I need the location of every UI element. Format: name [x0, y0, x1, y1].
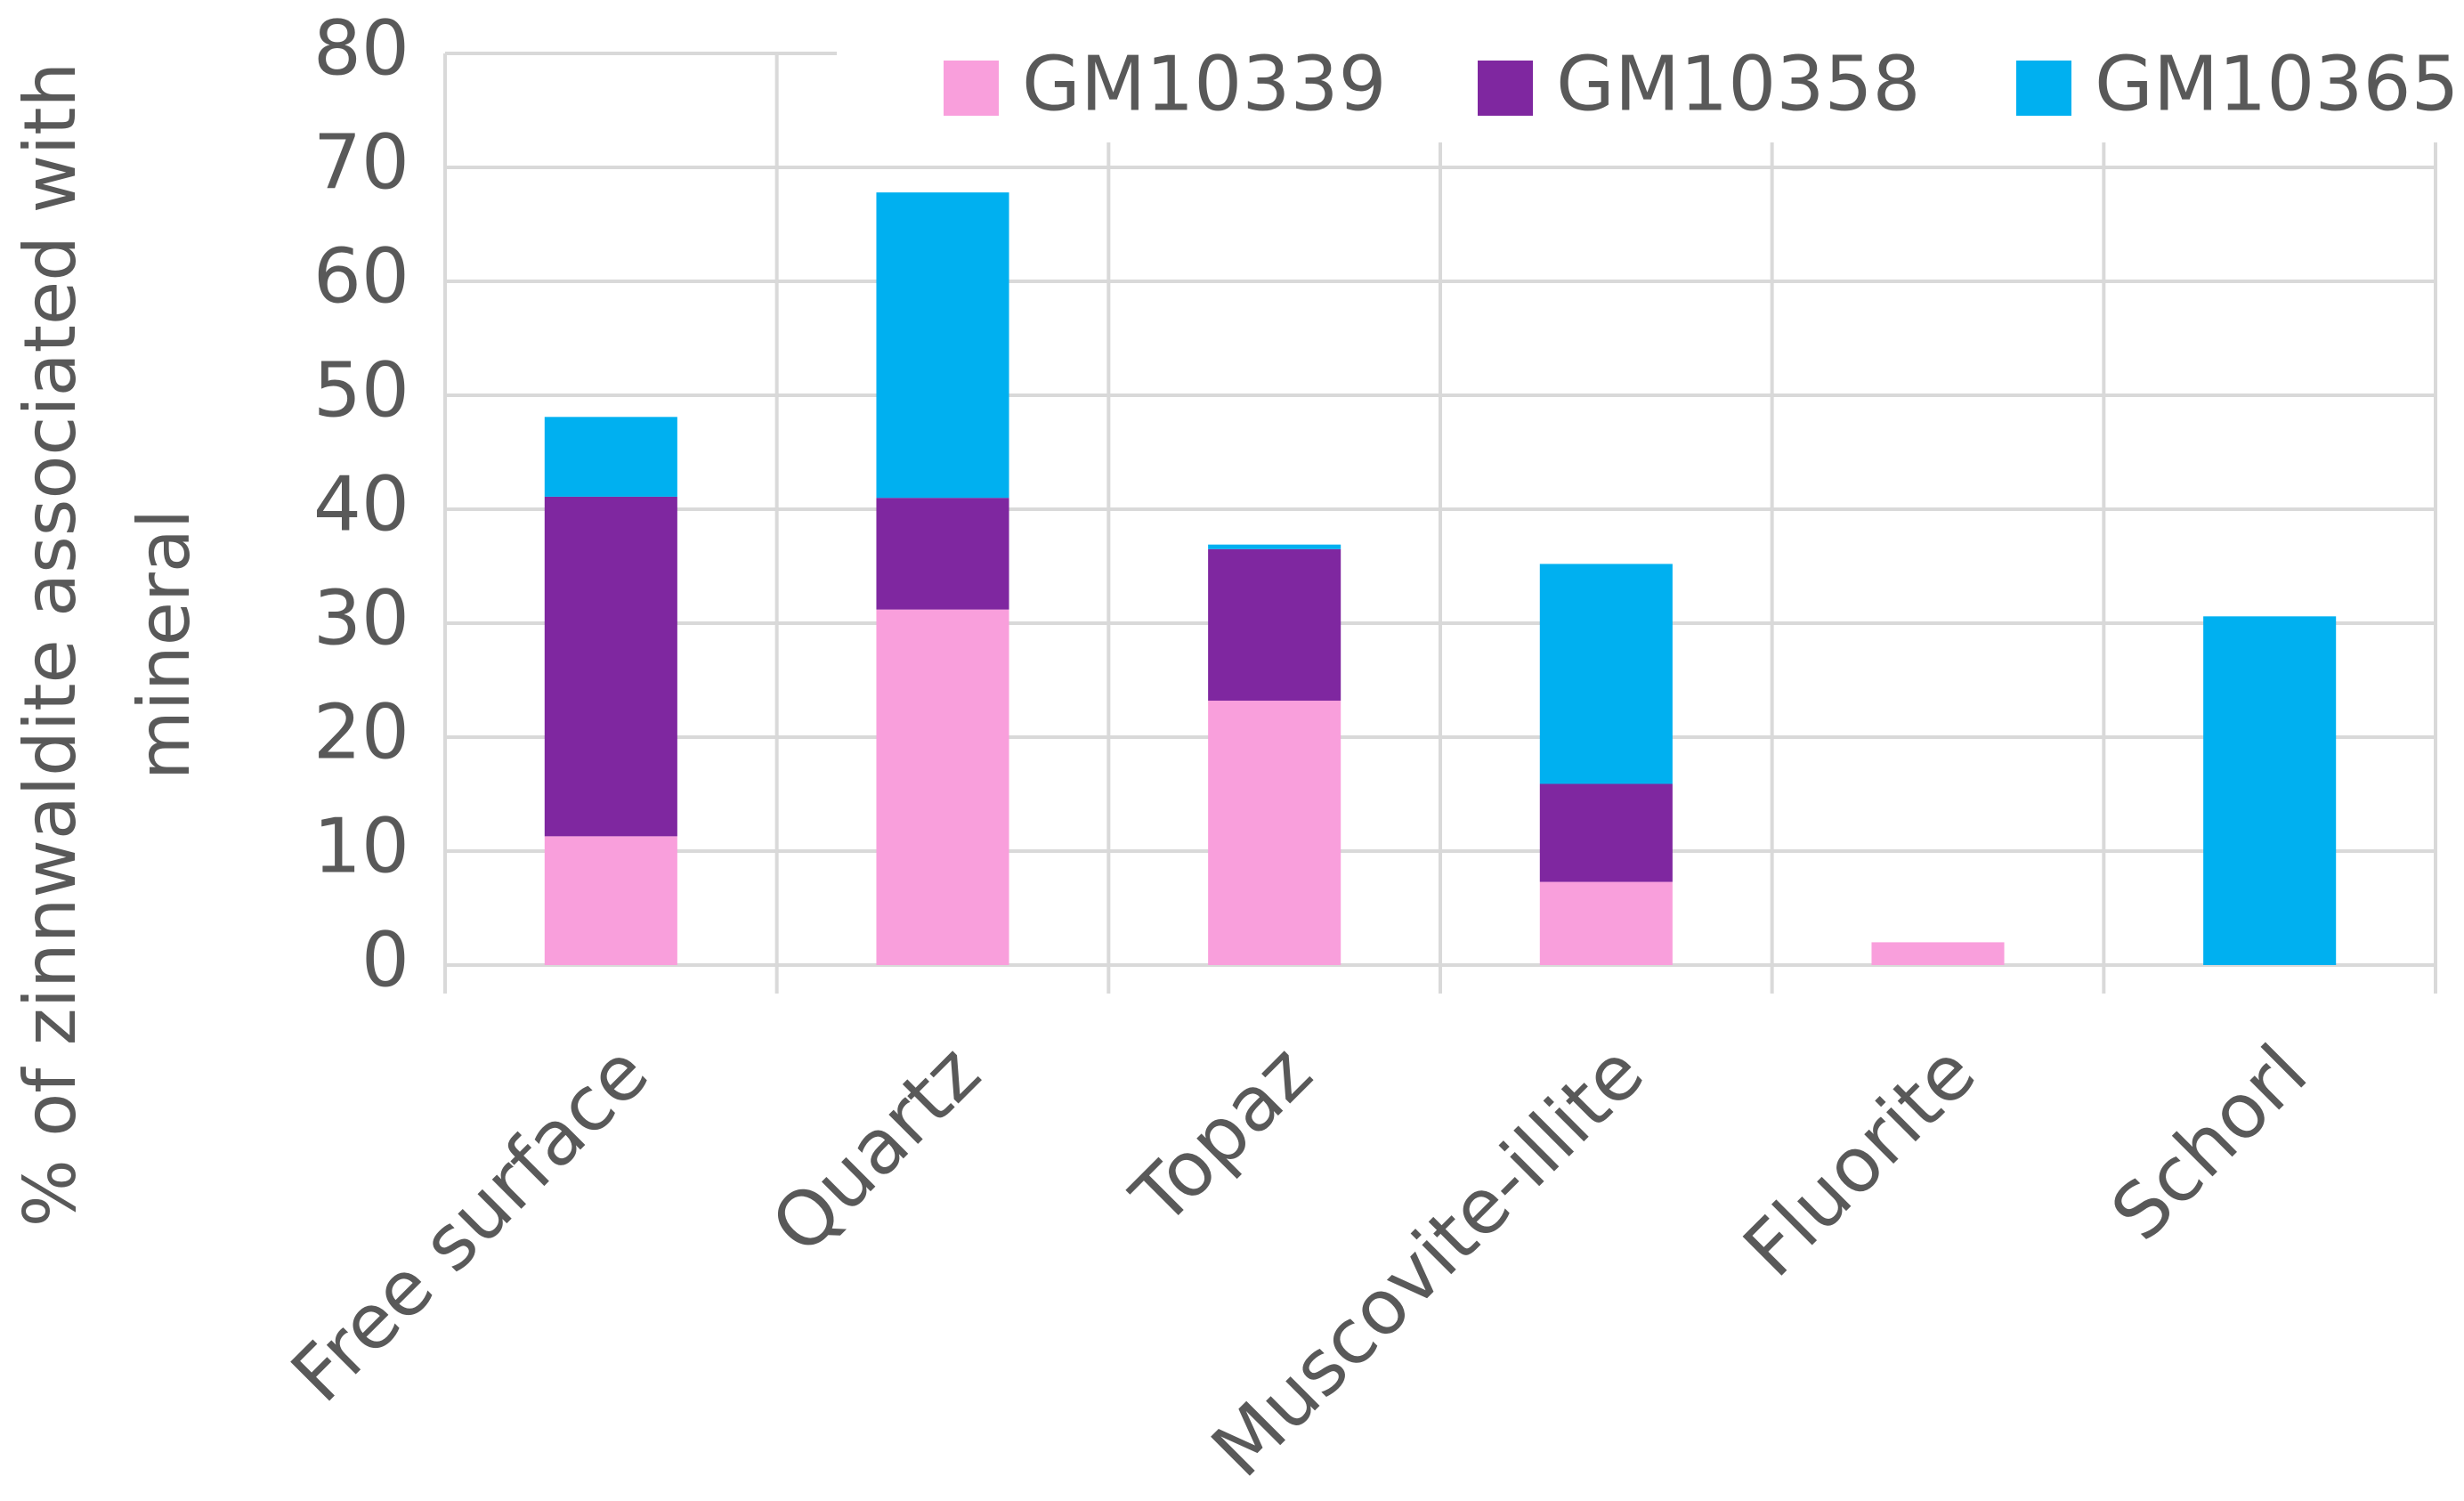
- y-axis-label: % of zinnwaldite associated with: [9, 62, 92, 1227]
- bar-segment: [544, 496, 677, 837]
- x-tick-label: Schorl: [2095, 1028, 2324, 1257]
- legend-background: [837, 36, 2464, 142]
- bar-segment: [1208, 544, 1341, 549]
- bar-segment: [1208, 548, 1341, 702]
- x-tick-label: Free surface: [275, 1028, 666, 1419]
- y-tick-label: 50: [313, 346, 409, 434]
- bar-segment: [876, 192, 1009, 499]
- x-tick-label: Fluorite: [1727, 1028, 1992, 1294]
- bar-segment: [1871, 942, 2005, 965]
- bar-segment: [1539, 881, 1673, 965]
- legend-swatch: [1478, 61, 1533, 116]
- y-tick-label: 80: [313, 4, 409, 93]
- y-tick-label: 10: [313, 802, 409, 890]
- legend-label: GM10358: [1556, 40, 1921, 128]
- bar-segment: [876, 498, 1009, 610]
- bar-segment: [876, 609, 1009, 965]
- bar-segment: [2203, 616, 2337, 965]
- x-tick-label: Topaz: [1115, 1028, 1330, 1243]
- y-tick-label: 70: [313, 118, 409, 207]
- y-axis-label: mineral: [123, 509, 206, 780]
- legend-label: GM10339: [1022, 40, 1387, 128]
- y-tick-label: 30: [313, 574, 409, 662]
- bar-segment: [1539, 564, 1673, 784]
- legend-swatch: [944, 61, 999, 116]
- y-tick-label: 40: [313, 460, 409, 548]
- y-tick-label: 20: [313, 688, 409, 776]
- x-tick-label: Quartz: [755, 1028, 997, 1270]
- y-tick-label: 0: [361, 916, 409, 1004]
- bar-segment: [1539, 783, 1673, 882]
- y-tick-label: 60: [313, 232, 409, 320]
- legend-swatch: [2016, 61, 2071, 116]
- bar-segment: [544, 836, 677, 965]
- bar-segment: [1208, 701, 1341, 965]
- bar-segment: [544, 417, 677, 497]
- legend-label: GM10365: [2095, 40, 2460, 128]
